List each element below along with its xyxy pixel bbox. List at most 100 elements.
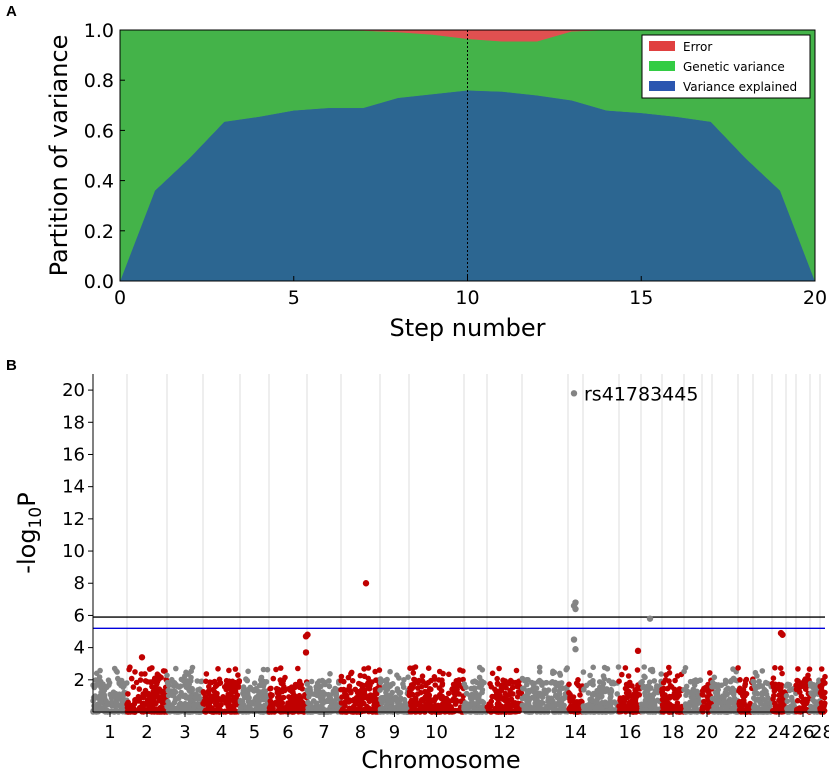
snp-point [812,686,819,693]
snp-point [214,690,220,697]
y-tick-label: 1.0 [84,20,114,42]
chromosome-tick-label: 5 [249,722,260,743]
snp-point [686,703,692,710]
snp-point [494,675,501,682]
snp-point [273,666,279,673]
snp-point [590,664,596,671]
snp-point [551,669,558,676]
snp-point [440,670,446,677]
snp-point [507,687,513,694]
top-snp-annotation: rs41783445 [584,383,698,405]
snp-point [110,689,117,695]
top-hit-point [302,649,310,656]
snp-point [306,705,313,711]
snp-point [189,664,196,671]
snp-point [463,690,470,697]
snp-point [652,700,658,707]
snp-point [723,687,729,693]
snp-point [502,690,509,697]
snp-point [153,706,159,712]
snp-point [437,703,443,710]
snp-point [289,688,295,695]
snp-point [674,694,681,701]
snp-point [201,698,208,704]
snp-point [92,693,98,699]
snp-point [771,688,778,694]
snp-point [268,700,274,707]
snp-point [215,666,221,672]
snp-point [296,708,303,715]
panel-a-y-ticks: 0.0 0.2 0.4 0.6 0.8 1.0 [84,20,125,293]
snp-point [249,686,256,693]
snp-point [455,680,462,686]
panel-b-top-hits [138,390,786,661]
snp-point [342,690,348,696]
snp-point [810,708,816,714]
snp-point [641,664,647,670]
snp-point [394,686,401,692]
snp-point [785,683,792,689]
snp-point [753,690,759,696]
snp-point [201,690,207,696]
snp-point [719,693,726,699]
snp-point [783,693,790,699]
snp-point [690,689,696,696]
snp-point [445,690,452,697]
snp-point [345,674,352,681]
top-hit-point [362,580,370,587]
snp-point [338,677,344,684]
snp-point [278,704,285,711]
x-tick-label: 5 [288,287,300,309]
snp-point [124,680,130,686]
snp-point [318,691,324,697]
legend-swatch [649,61,675,71]
y-tick-label: 16 [62,444,85,465]
snp-point [316,678,323,684]
snp-point [386,683,393,690]
snp-point [759,668,766,674]
snp-point [389,689,396,696]
snp-point [772,665,778,671]
snp-point [574,681,581,688]
chromosome-tick-label: 10 [425,722,448,743]
snp-point [158,674,164,681]
snp-point [769,680,776,687]
snp-point [194,678,201,684]
snp-point [373,699,379,705]
y-tick-label: 0.0 [84,271,114,293]
panel-b-threshold-lines [93,616,825,630]
snp-point [504,701,511,708]
snp-point [226,667,232,674]
snp-point [170,708,176,714]
snp-point [671,686,678,693]
snp-point [668,705,675,711]
snp-point [772,700,778,707]
snp-point [115,701,121,708]
snp-point [425,665,432,671]
snp-point [681,668,687,675]
snp-point [659,689,665,695]
snp-point [674,700,681,706]
snp-point [599,684,606,691]
y-tick-label: 0.6 [84,120,114,142]
snp-point [619,671,625,678]
chromosome-tick-label: 26 [792,722,815,743]
snp-point [239,699,246,705]
snp-point [417,689,424,696]
snp-point [822,673,828,680]
snp-point [718,682,725,689]
snp-point [184,678,190,684]
snp-point [199,678,205,685]
snp-point [411,699,417,706]
snp-point [361,666,367,672]
snp-point [310,691,316,697]
snp-point [735,665,741,671]
snp-point [525,699,532,706]
snp-point [666,670,673,676]
snp-point [357,672,364,679]
snp-point [371,694,378,701]
snp-point [187,697,194,704]
snp-point [131,701,138,707]
y-label-main: -log [13,528,41,573]
panel-a-x-ticks: 0 5 10 15 20 [114,276,827,309]
